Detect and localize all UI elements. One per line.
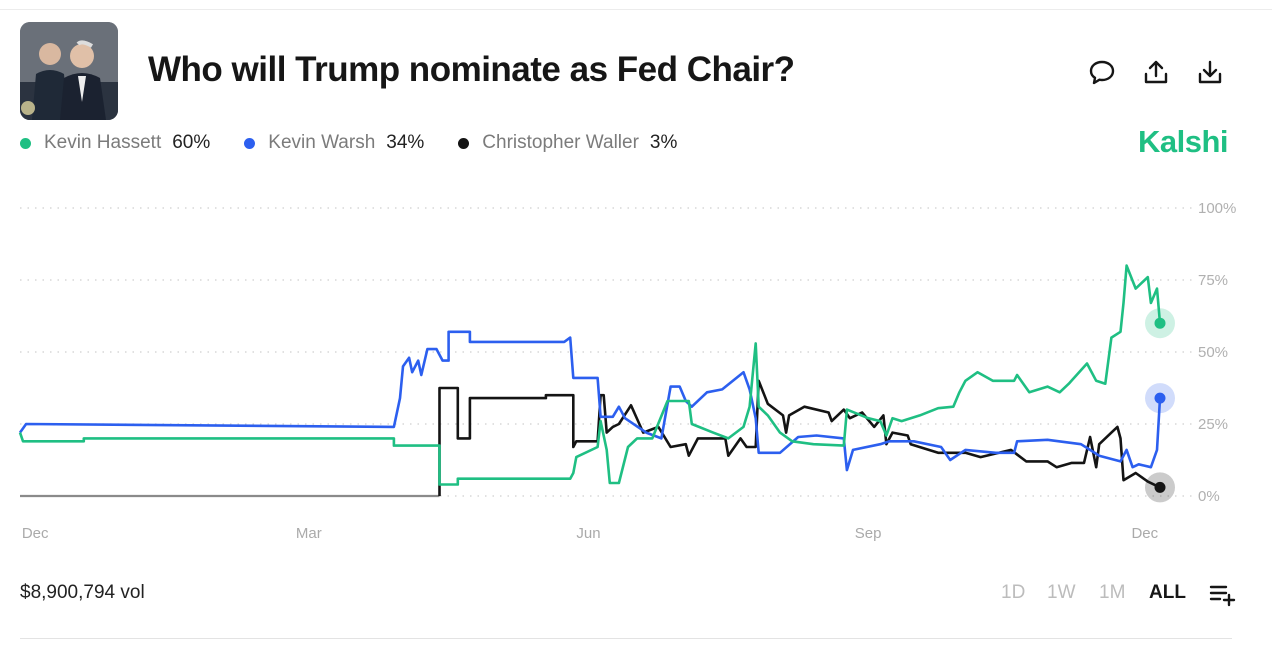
series-line-kevin-warsh (18, 330, 1162, 472)
download-icon[interactable] (1196, 58, 1224, 86)
x-tick-label: Dec (22, 525, 49, 542)
chart-legend: Kevin Hassett 60% Kevin Warsh 34% Christ… (20, 132, 711, 154)
legend-name: Kevin Hassett (44, 132, 162, 153)
legend-dot-icon (458, 137, 470, 149)
y-tick-label: 0% (1198, 488, 1220, 505)
top-divider (0, 9, 1272, 10)
legend-value: 34% (386, 132, 425, 153)
x-tick-label: Sep (855, 525, 882, 542)
price-chart[interactable]: 100% 75% 50% 25% 0% Dec Mar Jun Sep Dec (0, 0, 1272, 560)
legend-item-waller[interactable]: Christopher Waller 3% (458, 132, 677, 154)
timeframe-1w[interactable]: 1W (1047, 582, 1076, 603)
x-tick-label: Jun (576, 525, 600, 542)
endpoint-dot (1154, 317, 1166, 329)
y-tick-label: 75% (1198, 272, 1228, 289)
share-icon[interactable] (1142, 58, 1170, 86)
timeframe-all[interactable]: ALL (1149, 582, 1186, 603)
x-tick-label: Dec (1131, 525, 1158, 542)
legend-dot-icon (244, 137, 256, 149)
legend-item-warsh[interactable]: Kevin Warsh 34% (244, 132, 424, 154)
series-line-kevin-hassett (18, 264, 1162, 486)
bottom-divider (20, 638, 1232, 639)
endpoint-dot (1154, 481, 1166, 493)
y-tick-label: 100% (1198, 200, 1236, 217)
legend-value: 3% (649, 132, 678, 153)
legend-value: 60% (172, 132, 211, 153)
volume-text: $8,900,794 vol (20, 582, 145, 603)
timeframe-1d[interactable]: 1D (1001, 582, 1026, 603)
x-tick-label: Mar (296, 525, 322, 542)
endpoint-dot (1154, 392, 1166, 404)
comment-icon[interactable] (1088, 58, 1116, 86)
kalshi-logo: Kalshi (1138, 124, 1229, 159)
timeframe-1m[interactable]: 1M (1099, 582, 1126, 603)
series-line-christopher-waller (438, 379, 1161, 496)
legend-name: Christopher Waller (482, 132, 639, 153)
legend-name: Kevin Warsh (268, 132, 376, 153)
add-to-list-icon[interactable] (1208, 580, 1236, 608)
market-image (20, 22, 118, 120)
y-tick-label: 50% (1198, 344, 1228, 361)
page-title: Who will Trump nominate as Fed Chair? (148, 50, 795, 89)
legend-item-hassett[interactable]: Kevin Hassett 60% (20, 132, 210, 154)
legend-dot-icon (20, 137, 31, 149)
y-tick-label: 25% (1198, 416, 1228, 433)
